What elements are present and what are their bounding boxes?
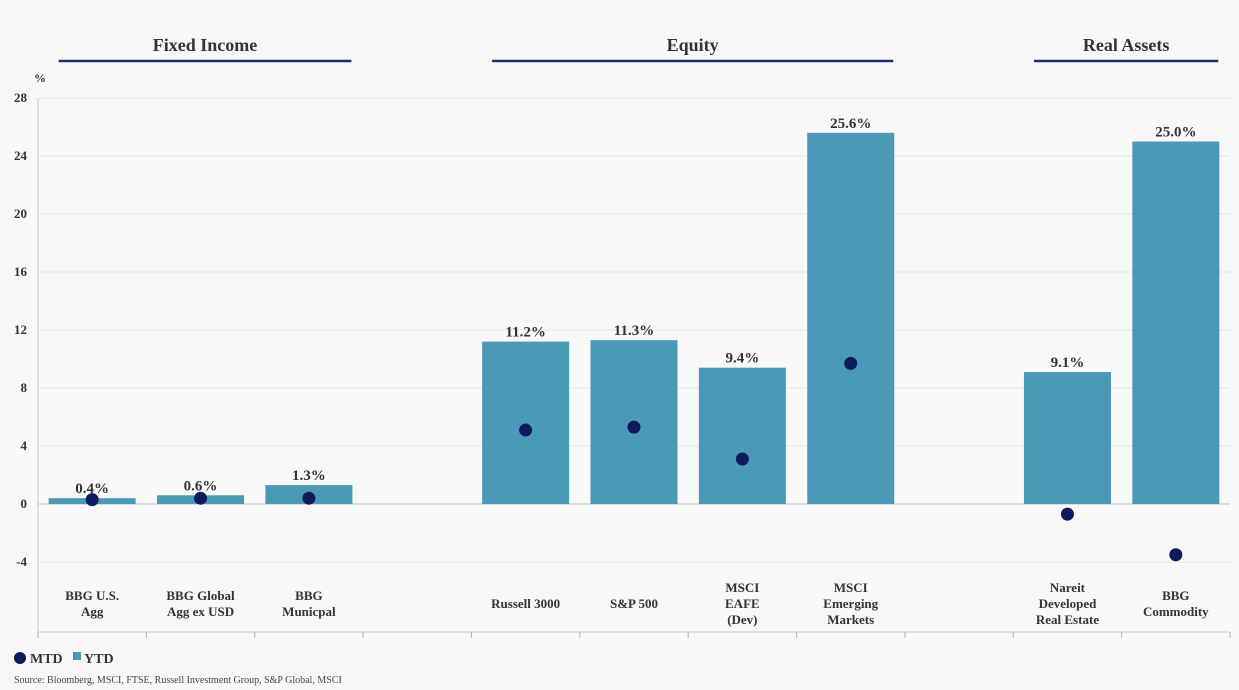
y-tick-label: -4	[16, 554, 27, 569]
ytd-data-label: 1.3%	[292, 468, 326, 484]
category-label: BBG Global Agg ex USD	[166, 588, 235, 619]
y-axis-unit: %	[34, 71, 46, 85]
category-label: Russell 3000	[491, 596, 560, 611]
group-headers: Fixed Income Equity Real Assets	[58, 35, 1219, 63]
group-title: Fixed Income	[153, 35, 257, 55]
mtd-point	[302, 491, 316, 505]
data-labels: 0.4% 0.6% 1.3% 11.2% 11.3% 9.4% 25.6% 9.1% 25.0%	[75, 116, 1196, 497]
group-title: Real Assets	[1083, 35, 1170, 55]
y-tick-label: 0	[21, 496, 28, 511]
mtd-point	[85, 493, 99, 507]
category-label: BBG Commodity	[1143, 588, 1209, 619]
group-title: Equity	[667, 35, 719, 55]
legend: MTD YTD	[14, 652, 114, 667]
ytd-bar	[1023, 372, 1111, 504]
mtd-point	[627, 420, 641, 434]
category-label: BBG Municpal	[282, 588, 336, 619]
legend-mtd-marker	[14, 652, 26, 664]
mtd-point	[519, 423, 533, 437]
mtd-point	[844, 356, 858, 370]
y-tick-label: 28	[14, 90, 28, 105]
mtd-point	[1169, 548, 1183, 562]
y-tick-label: 16	[14, 264, 28, 279]
category-label: MSCI Emerging Markets	[823, 580, 878, 627]
legend-ytd-marker	[73, 652, 81, 660]
ytd-data-label: 11.3%	[614, 323, 654, 339]
axes: -4 0 4 8 12 16 20 24 28 BBG U.S. Agg BBG Global Agg …	[14, 90, 1231, 638]
legend-ytd-label: YTD	[84, 652, 114, 667]
y-tick-label: 24	[14, 148, 28, 163]
category-label: BBG U.S. Agg	[65, 588, 119, 619]
ytd-bar	[1132, 141, 1220, 504]
ytd-data-label: 9.1%	[1051, 355, 1085, 371]
mtd-point	[735, 452, 749, 466]
source-note: Source: Bloomberg, MSCI, FTSE, Russell I…	[14, 675, 342, 686]
ytd-bar	[482, 341, 570, 504]
ytd-data-label: 25.0%	[1155, 125, 1196, 141]
y-tick-label: 12	[14, 322, 27, 337]
ytd-bar	[698, 367, 786, 504]
mtd-point	[194, 491, 208, 505]
ytd-data-label: 11.2%	[505, 325, 545, 341]
mtd-dots	[85, 356, 1183, 562]
category-label: MSCI EAFE (Dev)	[725, 580, 760, 627]
category-label: Nareit Developed Real Estate	[1036, 580, 1099, 627]
ytd-bar	[807, 132, 895, 505]
ytd-bars	[48, 132, 1220, 505]
y-tick-label: 8	[21, 380, 28, 395]
mtd-point	[1060, 507, 1074, 521]
legend-mtd-label: MTD	[30, 652, 63, 667]
ytd-data-label: 0.4%	[75, 481, 109, 497]
ytd-data-label: 9.4%	[725, 351, 759, 367]
y-tick-label: 4	[21, 438, 28, 453]
y-tick-label: 20	[14, 206, 27, 221]
ytd-data-label: 0.6%	[184, 478, 218, 494]
ytd-data-label: 25.6%	[830, 116, 871, 132]
category-label: S&P 500	[610, 596, 658, 611]
